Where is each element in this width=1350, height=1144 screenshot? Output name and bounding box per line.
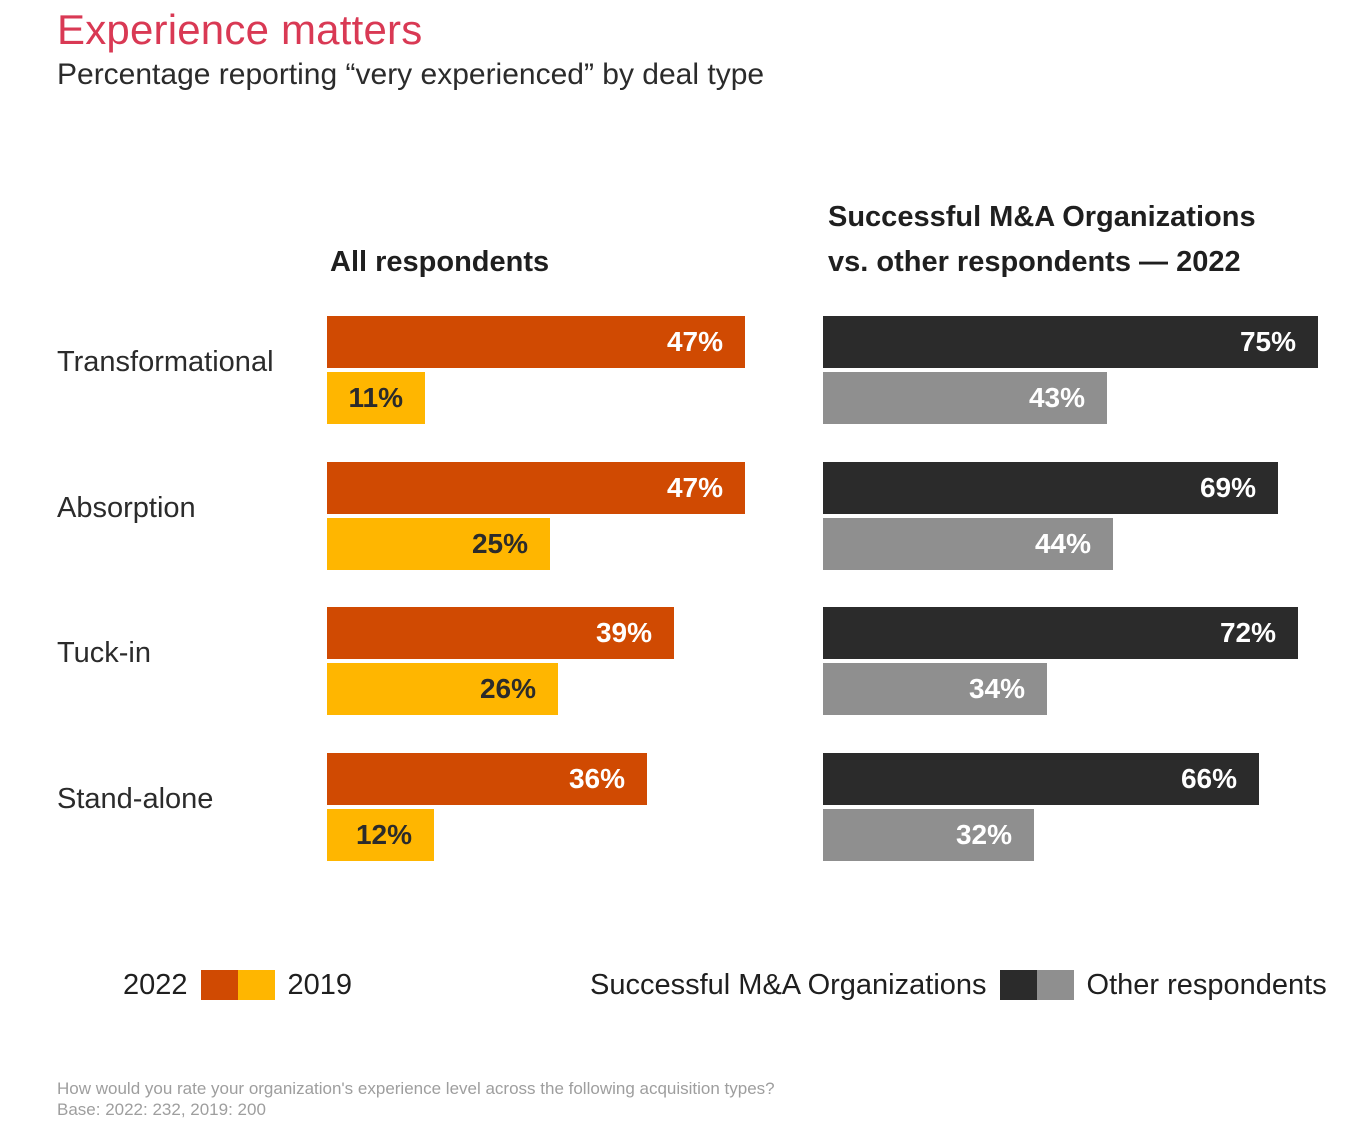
page-subtitle: Percentage reporting “very experienced” … <box>57 58 765 91</box>
panel-header-successful-vs-other: Successful M&A Organizations vs. other r… <box>828 195 1256 285</box>
category-label-absorption: Absorption <box>57 492 196 524</box>
bar-successful-transformational: 75% <box>823 316 1318 368</box>
footnote-base: Base: 2022: 232, 2019: 200 <box>57 1100 266 1119</box>
page-title: Experience matters <box>57 6 423 53</box>
legend-swatch-2019 <box>237 970 275 1000</box>
legend-swatch-other <box>1036 970 1074 1000</box>
bar-other-transformational: 43% <box>823 372 1107 424</box>
bar-2022-stand-alone: 36% <box>327 753 647 805</box>
bar-2019-absorption: 25% <box>327 518 550 570</box>
legend-swatches <box>200 970 275 1000</box>
bar-successful-tuck-in: 72% <box>823 607 1298 659</box>
category-label-tuck-in: Tuck-in <box>57 637 151 669</box>
bar-2022-tuck-in: 39% <box>327 607 674 659</box>
bar-value-label: 36% <box>568 763 625 794</box>
bar-value-label: 34% <box>968 673 1025 704</box>
bar-value-label: 43% <box>1028 382 1085 413</box>
bar-2019-transformational: 11% <box>327 372 425 424</box>
footnotes: How would you rate your organization's e… <box>57 1078 775 1120</box>
bar-value-label: 11% <box>348 382 404 413</box>
bar-other-absorption: 44% <box>823 518 1113 570</box>
bar-value-label: 26% <box>479 673 536 704</box>
bar-value-label: 39% <box>595 617 652 648</box>
panel-header-line: vs. other respondents — 2022 <box>828 246 1241 278</box>
legend-label-2019: 2019 <box>287 968 353 1001</box>
legend-label-successful: Successful M&A Organizations <box>590 968 987 1001</box>
bar-value-label: 75% <box>1239 326 1296 357</box>
legend-swatch-successful <box>999 970 1037 1000</box>
bar-2022-transformational: 47% <box>327 316 745 368</box>
bar-value-label: 69% <box>1199 472 1256 503</box>
bar-value-label: 25% <box>471 528 528 559</box>
bar-2019-tuck-in: 26% <box>327 663 558 715</box>
bar-2022-absorption: 47% <box>327 462 745 514</box>
bar-value-label: 47% <box>666 326 723 357</box>
legend-label-2022: 2022 <box>123 968 188 1001</box>
panel-header-line: All respondents <box>330 246 550 278</box>
bar-2019-stand-alone: 12% <box>327 809 434 861</box>
bar-value-label: 12% <box>355 819 412 850</box>
chart-row-tuck-in: Tuck-in 39% 26% 72% 34% <box>0 607 1350 715</box>
bar-value-label: 32% <box>955 819 1012 850</box>
legend-swatches <box>999 970 1074 1000</box>
legend-all-respondents: 2022 2019 <box>123 968 352 1002</box>
bar-successful-absorption: 69% <box>823 462 1278 514</box>
panel-header-all-respondents: All respondents <box>330 240 549 285</box>
legend-label-other: Other respondents <box>1086 968 1327 1001</box>
chart-row-stand-alone: Stand-alone 36% 12% 66% 32% <box>0 753 1350 861</box>
footnote-question: How would you rate your organization's e… <box>57 1079 775 1098</box>
bar-value-label: 44% <box>1034 528 1091 559</box>
legend-successful-vs-other: Successful M&A Organizations Other respo… <box>590 968 1327 1002</box>
category-label-stand-alone: Stand-alone <box>57 783 214 815</box>
bar-successful-stand-alone: 66% <box>823 753 1259 805</box>
panel-header-line: Successful M&A Organizations <box>828 201 1256 233</box>
category-label-transformational: Transformational <box>57 346 274 378</box>
chart-row-transformational: Transformational 47% 11% 75% 43% <box>0 316 1350 424</box>
chart-row-absorption: Absorption 47% 25% 69% 44% <box>0 462 1350 570</box>
bar-value-label: 66% <box>1180 763 1237 794</box>
bar-other-tuck-in: 34% <box>823 663 1047 715</box>
bar-value-label: 72% <box>1219 617 1276 648</box>
bar-other-stand-alone: 32% <box>823 809 1034 861</box>
bar-value-label: 47% <box>666 472 723 503</box>
legend-swatch-2022 <box>200 970 238 1000</box>
